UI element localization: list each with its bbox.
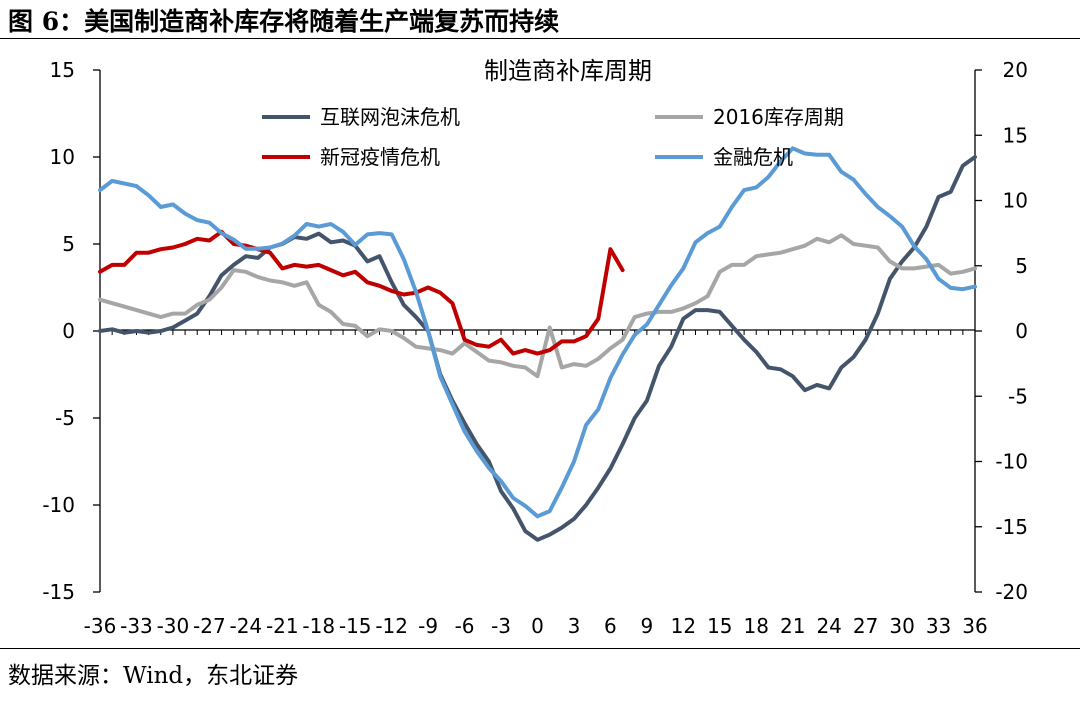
x-tick-label: 18 xyxy=(744,614,769,638)
series-line-1 xyxy=(98,155,977,542)
x-tick-label: -36 xyxy=(84,614,117,638)
right-tick-label: 15 xyxy=(1003,123,1028,147)
right-tick-label: -5 xyxy=(1008,384,1028,408)
left-tick-label: 15 xyxy=(50,58,75,82)
x-tick-label: 36 xyxy=(962,614,987,638)
x-tick-label: -27 xyxy=(193,614,226,638)
x-tick-label: -30 xyxy=(157,614,190,638)
figure-label: 图 6： xyxy=(8,7,85,36)
source-rule xyxy=(0,648,1080,649)
x-tick-label: 0 xyxy=(531,614,544,638)
x-tick-label: -15 xyxy=(339,614,372,638)
x-tick-label: 12 xyxy=(671,614,696,638)
right-tick-label: -15 xyxy=(995,515,1028,539)
right-tick-label: 10 xyxy=(1003,189,1028,213)
right-tick-label: -20 xyxy=(995,580,1028,604)
chart-lines xyxy=(98,146,977,542)
x-tick-label: 15 xyxy=(707,614,732,638)
legend-label: 金融危机 xyxy=(713,145,793,169)
series-line-4 xyxy=(98,146,977,519)
right-tick-label: -10 xyxy=(995,450,1028,474)
figure-title-text: 美国制造商补库存将随着生产端复苏而持续 xyxy=(84,7,560,36)
right-tick-label: 20 xyxy=(1003,58,1028,82)
legend-label: 2016库存周期 xyxy=(713,105,844,129)
left-tick-label: -5 xyxy=(55,406,75,430)
x-tick-label: 33 xyxy=(926,614,951,638)
left-tick-label: -10 xyxy=(42,493,75,517)
legend-label: 互联网泡沫危机 xyxy=(320,105,460,129)
x-tick-label: -18 xyxy=(302,614,335,638)
left-tick-label: -15 xyxy=(42,580,75,604)
right-tick-label: 5 xyxy=(1015,254,1028,278)
left-tick-label: 10 xyxy=(50,145,75,169)
title-rule xyxy=(0,38,1080,39)
right-tick-label: 0 xyxy=(1015,319,1028,343)
x-tick-label: 3 xyxy=(568,614,581,638)
x-tick-label: 27 xyxy=(853,614,878,638)
x-tick-label: -33 xyxy=(120,614,153,638)
x-tick-label: -12 xyxy=(375,614,408,638)
legend-label: 新冠疫情危机 xyxy=(320,145,440,169)
x-tick-label: 30 xyxy=(889,614,914,638)
left-tick-label: 0 xyxy=(62,319,75,343)
x-tick-label: 9 xyxy=(641,614,654,638)
x-tick-label: -21 xyxy=(266,614,299,638)
x-tick-label: 24 xyxy=(816,614,841,638)
x-tick-label: -3 xyxy=(491,614,511,638)
x-tick-label: -24 xyxy=(229,614,262,638)
x-tick-label: -6 xyxy=(455,614,475,638)
x-tick-label: 21 xyxy=(780,614,805,638)
figure-title: 图 6：美国制造商补库存将随着生产端复苏而持续 xyxy=(8,2,559,38)
series-line-2 xyxy=(98,233,977,379)
series-line-3 xyxy=(98,229,625,356)
left-tick-label: 5 xyxy=(62,232,75,256)
source-note: 数据来源：Wind，东北证券 xyxy=(8,663,299,689)
chart-title: 制造商补库周期 xyxy=(484,57,652,85)
x-tick-label: 6 xyxy=(604,614,617,638)
x-tick-label: -9 xyxy=(418,614,438,638)
